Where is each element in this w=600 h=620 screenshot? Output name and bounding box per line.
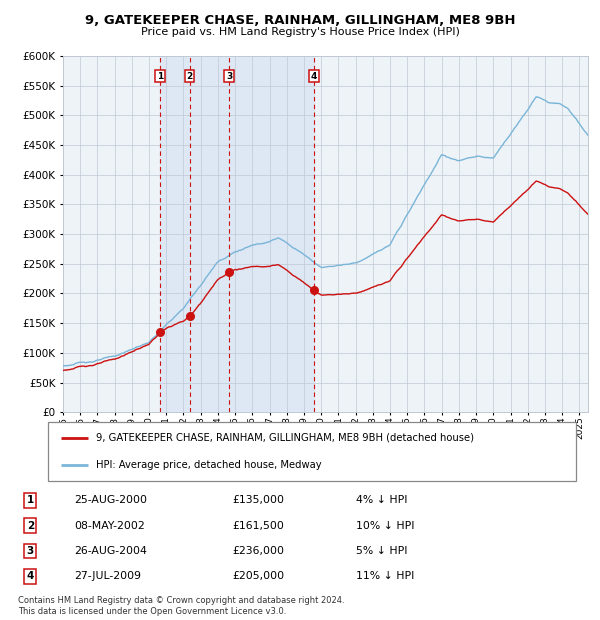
Text: 3: 3 <box>27 546 34 556</box>
Text: 5% ↓ HPI: 5% ↓ HPI <box>356 546 408 556</box>
Text: 26-AUG-2004: 26-AUG-2004 <box>74 546 147 556</box>
Text: £236,000: £236,000 <box>232 546 284 556</box>
Text: 11% ↓ HPI: 11% ↓ HPI <box>356 571 415 582</box>
Text: 1: 1 <box>27 495 34 505</box>
Text: 10% ↓ HPI: 10% ↓ HPI <box>356 521 415 531</box>
Text: Price paid vs. HM Land Registry's House Price Index (HPI): Price paid vs. HM Land Registry's House … <box>140 27 460 37</box>
Text: 2: 2 <box>187 72 193 81</box>
Text: 1: 1 <box>157 72 163 81</box>
Bar <box>160 56 314 412</box>
Text: 08-MAY-2002: 08-MAY-2002 <box>74 521 145 531</box>
Text: £161,500: £161,500 <box>232 521 284 531</box>
Text: 3: 3 <box>226 72 232 81</box>
Text: HPI: Average price, detached house, Medway: HPI: Average price, detached house, Medw… <box>95 459 321 469</box>
Text: 4% ↓ HPI: 4% ↓ HPI <box>356 495 408 505</box>
Text: 27-JUL-2009: 27-JUL-2009 <box>74 571 142 582</box>
Text: 9, GATEKEEPER CHASE, RAINHAM, GILLINGHAM, ME8 9BH: 9, GATEKEEPER CHASE, RAINHAM, GILLINGHAM… <box>85 14 515 27</box>
Text: 25-AUG-2000: 25-AUG-2000 <box>74 495 148 505</box>
FancyBboxPatch shape <box>48 422 576 480</box>
Text: 4: 4 <box>27 571 34 582</box>
Text: 2: 2 <box>27 521 34 531</box>
Text: 9, GATEKEEPER CHASE, RAINHAM, GILLINGHAM, ME8 9BH (detached house): 9, GATEKEEPER CHASE, RAINHAM, GILLINGHAM… <box>95 433 473 443</box>
Text: Contains HM Land Registry data © Crown copyright and database right 2024.
This d: Contains HM Land Registry data © Crown c… <box>18 596 344 616</box>
Text: £135,000: £135,000 <box>232 495 284 505</box>
Text: 4: 4 <box>311 72 317 81</box>
Text: £205,000: £205,000 <box>232 571 284 582</box>
